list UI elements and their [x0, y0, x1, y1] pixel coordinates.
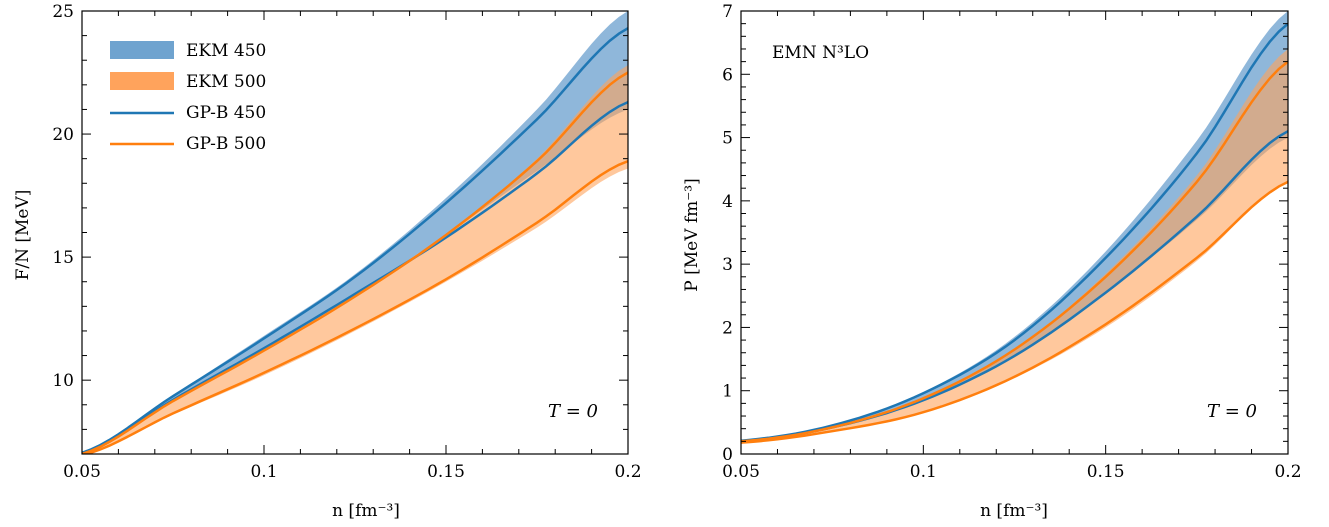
x-axis-label-left: n [fm⁻³] — [332, 501, 400, 521]
y-tick-label: 6 — [722, 65, 733, 85]
y-tick-label: 2 — [722, 318, 733, 338]
y-tick-label: 5 — [722, 129, 733, 149]
y-tick-label: 10 — [52, 371, 74, 391]
legend-label-ekm500: EKM 500 — [186, 72, 266, 92]
x-tick-label: 0.1 — [910, 462, 937, 482]
x-axis-label-right: n [fm⁻³] — [980, 501, 1048, 521]
legend-label-ekm450: EKM 450 — [186, 41, 266, 61]
band-ekm-500 — [741, 49, 1288, 444]
temperature-annotation-right: T = 0 — [1207, 401, 1257, 422]
plot-content — [741, 11, 1288, 444]
line-gp-b-500-lower — [741, 180, 1288, 444]
x-tick-label: 0.15 — [1087, 462, 1125, 482]
left-panel-free-energy: 0.05 0.1 0.15 0.2 10 15 20 25 EKM 450 EKM 500 G… — [13, 2, 642, 521]
line-gp-b-450-upper — [82, 27, 628, 454]
right-panel-pressure: 0.05 0.1 0.15 0.2 0 1 2 3 4 5 6 7 EMN N³LO T = 0 n … — [682, 2, 1302, 521]
y-tick-label: 20 — [52, 125, 74, 145]
x-tick-label: 0.2 — [614, 462, 641, 482]
legend: EKM 450 EKM 500 GP-B 450 GP-B 500 — [110, 41, 266, 154]
x-tick-label: 0.05 — [63, 462, 101, 482]
y-axis-label-left: F/N [MeV] — [13, 190, 33, 281]
x-tick-label: 0.05 — [722, 462, 760, 482]
legend-swatch-ekm500 — [110, 72, 174, 90]
x-tick-label: 0.1 — [250, 462, 277, 482]
plot-area-free-energy: 0.05 0.1 0.15 0.2 10 15 20 25 — [52, 2, 641, 482]
y-tick-label: 3 — [722, 255, 733, 275]
plot-content — [82, 11, 628, 454]
y-tick-label: 25 — [52, 2, 74, 22]
temperature-annotation-left: T = 0 — [548, 401, 598, 422]
interaction-label: EMN N³LO — [772, 43, 869, 63]
plot-frame — [740, 10, 1289, 455]
plot-area-pressure: 0.05 0.1 0.15 0.2 0 1 2 3 4 5 6 7 — [722, 2, 1301, 482]
y-tick-label: 7 — [722, 2, 733, 22]
legend-swatch-ekm450 — [110, 41, 174, 59]
line-gp-b-450-upper — [741, 22, 1288, 442]
legend-label-gpb450: GP-B 450 — [186, 103, 266, 123]
y-tick-label: 15 — [52, 248, 74, 268]
y-tick-label: 1 — [722, 382, 733, 402]
line-gp-b-500-upper — [82, 71, 628, 454]
legend-label-gpb500: GP-B 500 — [186, 134, 266, 154]
y-tick-label: 4 — [722, 192, 733, 212]
y-tick-label: 0 — [722, 445, 733, 465]
y-axis-label-right: P [MeV fm⁻³] — [682, 178, 702, 291]
line-gp-b-500-lower — [82, 159, 628, 454]
x-tick-label: 0.2 — [1274, 462, 1301, 482]
line-gp-b-500-upper — [741, 60, 1288, 443]
x-tick-label: 0.15 — [427, 462, 465, 482]
